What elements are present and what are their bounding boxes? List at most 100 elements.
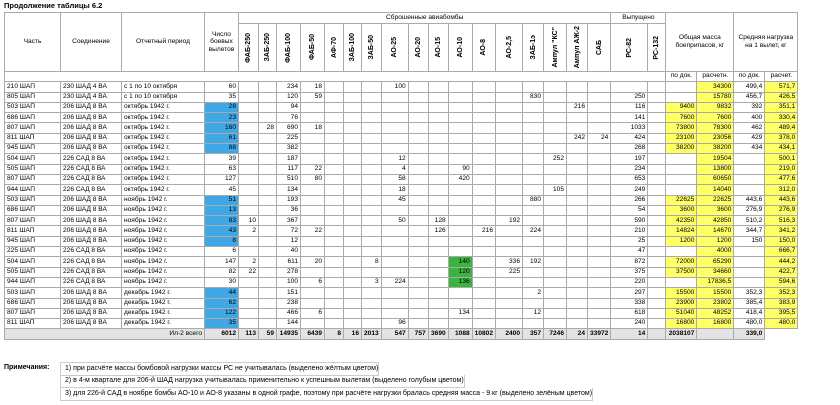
table-cell [566, 246, 589, 258]
table-cell: 240 [610, 318, 649, 330]
table-cell [587, 246, 612, 258]
table-cell: 1200 [665, 235, 698, 248]
table-cell [380, 297, 409, 309]
table-cell: 249 [610, 184, 649, 196]
table-cell [447, 204, 473, 217]
table-cell [427, 122, 449, 134]
table-cell: 503 ШАП [4, 194, 61, 206]
table-cell: 18 [380, 184, 409, 196]
table-cell [380, 143, 409, 155]
table-cell [343, 122, 362, 134]
table-cell: ноябрь 1942 г. [121, 204, 205, 217]
table-cell: 344,7 [733, 225, 766, 237]
table-cell [647, 287, 667, 299]
notes-label: Примечания: [4, 364, 50, 371]
table-cell: 51040 [665, 307, 698, 320]
table-cell [300, 112, 325, 124]
header-bomb: ФАБ-50 [300, 23, 325, 72]
table-cell [522, 276, 545, 289]
header-load-doc: по док. [733, 70, 766, 83]
table-cell [324, 194, 344, 206]
table-cell [495, 173, 524, 186]
table-cell: 78300 [696, 122, 735, 134]
table-cell: 65290 [696, 256, 735, 268]
table-cell [495, 307, 524, 320]
table-cell [587, 91, 612, 103]
table-cell: 45 [380, 194, 409, 206]
header-bomb: ФАБ-100 [276, 23, 301, 72]
table-cell [471, 246, 497, 258]
total-cell: 16 [343, 328, 362, 340]
table-cell [495, 204, 524, 217]
table-cell [238, 184, 259, 196]
table-cell [380, 112, 409, 124]
table-cell [495, 143, 524, 155]
table-cell [522, 173, 545, 186]
table-cell: 23100 [665, 132, 698, 145]
table-cell: 187 [276, 153, 301, 165]
table-cell [427, 256, 449, 268]
table-cell [427, 132, 449, 145]
table-cell [566, 143, 589, 155]
table-cell [447, 91, 473, 103]
header-bomb: САБ [587, 23, 612, 72]
table-cell [447, 287, 473, 299]
table-cell [566, 256, 589, 268]
table-cell [647, 266, 667, 278]
table-cell [566, 91, 589, 103]
table-cell: 238 [276, 297, 301, 309]
table-cell: 7600 [665, 112, 698, 124]
table-cell [343, 194, 362, 206]
table-cell [324, 91, 344, 103]
table-cell [495, 276, 524, 289]
table-cell: октябрь 1942 г. [121, 101, 205, 114]
table-cell: 151 [276, 287, 301, 299]
table-cell [343, 235, 362, 248]
table-cell [543, 307, 568, 320]
table-cell: 192 [522, 256, 545, 268]
table-cell: 8 [361, 256, 382, 268]
table-cell: 429 [733, 132, 766, 145]
table-cell [300, 318, 325, 330]
table-cell: 12 [522, 307, 545, 320]
table-cell [495, 101, 524, 114]
table-row: 686 ШАП 206 ШАД 8 ВА декабрь 1942 г. 62 238 3… [4, 297, 799, 309]
table-cell: 72 [276, 225, 301, 237]
table-cell: 51 [204, 194, 239, 206]
table-cell [361, 194, 382, 206]
header-load-calc: расчет. [764, 70, 799, 83]
table-cell: 127 [204, 173, 239, 186]
table-cell [258, 204, 277, 217]
table-cell: 590 [610, 215, 649, 227]
table-cell: 63 [204, 163, 239, 175]
table-cell [471, 132, 497, 145]
table-cell: 210 [610, 225, 649, 237]
table-cell: 38200 [696, 143, 735, 155]
table-row: 805 ШАП 230 ШАД 4 ВА с 1 по 10 октября 35 12… [4, 91, 799, 103]
table-cell [471, 173, 497, 186]
table-cell [471, 112, 497, 124]
header-bomb-label: ЗАБ-100 [349, 33, 356, 62]
header-fired: РС-82 [610, 23, 649, 72]
table-cell [543, 215, 568, 227]
header-bomb-label: ЗАБ-50 [367, 35, 375, 60]
total-cell: 10802 [471, 328, 497, 340]
table-cell [343, 266, 362, 278]
table-cell: октябрь 1942 г. [121, 143, 205, 155]
table-cell: 15780 [696, 91, 735, 103]
table-cell [300, 132, 325, 145]
table-cell: 830 [522, 91, 545, 103]
table-cell [647, 276, 667, 289]
table-cell [587, 163, 612, 175]
table-cell: 499,4 [733, 81, 766, 93]
table-cell [343, 184, 362, 196]
table-cell [361, 184, 382, 196]
table-cell [258, 173, 277, 186]
table-cell: 351,1 [764, 101, 799, 114]
header-bomb: АО-2,5 [495, 23, 524, 72]
table-cell: 134 [447, 307, 473, 320]
table-cell: 216 [566, 101, 589, 114]
table-cell [647, 153, 667, 165]
table-cell: 83 [204, 215, 239, 227]
table-cell [587, 297, 612, 309]
